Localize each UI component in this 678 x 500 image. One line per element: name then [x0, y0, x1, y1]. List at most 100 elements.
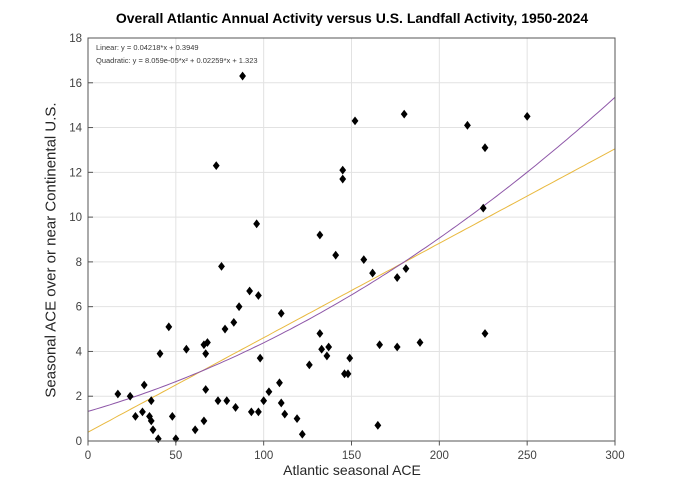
data-point [339, 165, 347, 175]
data-point [202, 349, 210, 359]
data-point [376, 340, 384, 350]
data-point [281, 409, 289, 419]
data-point [256, 353, 264, 363]
data-point [221, 324, 229, 334]
data-point [182, 344, 190, 354]
data-point [218, 261, 225, 271]
data-point [139, 407, 146, 417]
data-point [523, 111, 531, 121]
y-tick-label: 0 [76, 436, 82, 448]
legend-entry-linear: Linear: y = 0.04218*x + 0.3949 [96, 43, 199, 52]
data-point [464, 120, 471, 130]
data-point [140, 380, 148, 390]
data-point [247, 407, 255, 417]
data-point [339, 174, 347, 184]
x-tick-label: 100 [254, 450, 273, 462]
data-point [204, 338, 211, 347]
data-point [393, 342, 401, 352]
data-point [481, 143, 489, 153]
data-point [172, 434, 180, 444]
data-point [239, 71, 246, 81]
y-tick-label: 18 [69, 33, 82, 45]
data-point [344, 369, 352, 379]
data-point [200, 340, 208, 350]
data-point [191, 425, 199, 435]
data-point [149, 425, 157, 435]
axis-ticks [87, 37, 616, 446]
data-point [156, 349, 164, 359]
data-point [305, 360, 313, 370]
fit-line-quadratic [87, 96, 616, 412]
data-point [360, 255, 368, 265]
data-point [400, 109, 408, 119]
y-tick-label: 12 [69, 167, 82, 179]
data-point [200, 416, 208, 426]
data-point [212, 161, 220, 171]
y-tick-label: 8 [76, 257, 82, 269]
y-tick-labels: 0 2 4 6 8 10 12 14 16 18 [69, 33, 82, 448]
data-point [332, 250, 340, 260]
data-point [223, 396, 231, 406]
data-point [325, 342, 333, 352]
fit-line-linear [87, 148, 616, 433]
y-axis-label: Seasonal ACE over or near Continental U.… [42, 102, 60, 398]
data-point [154, 434, 162, 444]
y-tick-label: 16 [69, 78, 82, 90]
data-point [230, 317, 238, 327]
data-point [298, 429, 306, 439]
y-tick-label: 14 [69, 123, 82, 135]
data-point [277, 308, 285, 318]
data-point [235, 302, 243, 312]
x-tick-label: 200 [430, 450, 449, 462]
data-point [316, 329, 324, 338]
data-point [253, 219, 261, 229]
data-point [293, 414, 301, 424]
chart-title: Overall Atlantic Annual Activity versus … [115, 10, 589, 26]
data-point [276, 378, 283, 388]
data-point [147, 396, 155, 406]
data-point [254, 407, 262, 417]
data-point [374, 420, 382, 430]
data-point [346, 353, 354, 363]
x-axis-label: Atlantic seasonal ACE [283, 462, 421, 478]
data-point [246, 286, 254, 296]
data-point [114, 389, 122, 399]
data-point [202, 385, 210, 394]
data-point [479, 203, 487, 213]
data-point [402, 264, 410, 274]
data-point [369, 268, 376, 278]
x-tick-label: 0 [85, 450, 91, 462]
data-point [265, 387, 273, 397]
x-tick-label: 150 [342, 450, 361, 462]
y-tick-label: 2 [76, 391, 82, 403]
grid-lines [87, 37, 616, 442]
data-point [277, 398, 285, 408]
data-point [254, 291, 262, 300]
data-point [318, 344, 326, 354]
x-tick-label: 50 [169, 450, 182, 462]
y-tick-label: 4 [76, 346, 83, 358]
data-point [351, 116, 359, 126]
y-tick-label: 10 [69, 212, 82, 224]
data-point [316, 230, 324, 240]
data-point [481, 329, 489, 338]
data-point [132, 411, 139, 421]
y-tick-label: 6 [76, 302, 82, 314]
data-point [260, 396, 268, 406]
data-point [232, 403, 239, 412]
data-point [416, 338, 424, 347]
data-point [393, 273, 401, 282]
data-point [341, 369, 348, 379]
data-point [126, 391, 134, 401]
scatter-points [114, 71, 531, 444]
data-point [168, 411, 176, 421]
legend-entry-quadratic: Quadratic: y = 8.059e-05*x² + 0.02259*x … [96, 56, 258, 65]
data-point [214, 396, 222, 406]
fit-legend: Linear: y = 0.04218*x + 0.3949 Quadratic… [96, 41, 258, 67]
data-point [147, 416, 155, 426]
data-point [323, 351, 331, 361]
x-tick-labels: 0 50 100 150 200 250 300 [85, 450, 625, 462]
x-tick-label: 250 [518, 450, 537, 462]
